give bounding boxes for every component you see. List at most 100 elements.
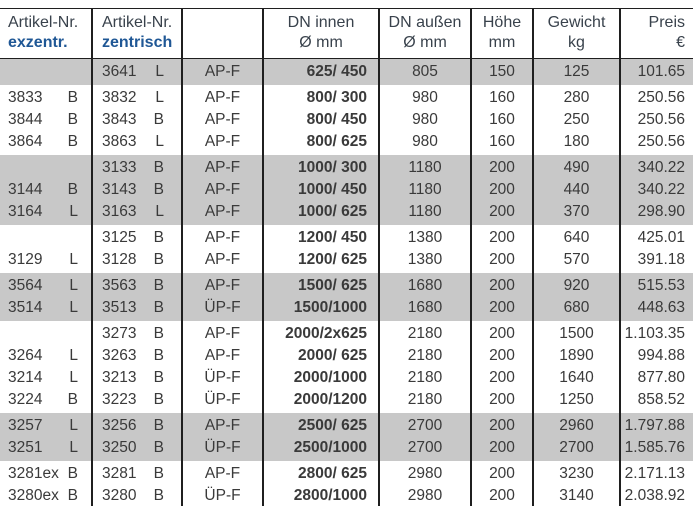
cell-gewicht: 3140 — [559, 487, 594, 504]
cell-dn-aussen: 1380 — [407, 251, 443, 268]
cell-type: AP-F — [204, 159, 241, 176]
cell-artikel-zentrisch: 3281 B — [102, 465, 164, 482]
cell-dn-aussen: 1180 — [408, 159, 442, 176]
cell-artikel-exzentr: 3251 L — [8, 439, 78, 456]
cell-dn-aussen: 980 — [412, 133, 438, 150]
cell-preis: 340.22 — [637, 159, 685, 176]
cell-preis: 994.88 — [637, 347, 685, 364]
cell-type: AP-F — [204, 181, 241, 198]
cell-dn-aussen: 2700 — [407, 417, 443, 434]
cell-preis: 340.22 — [637, 181, 685, 198]
cell-gewicht: 250 — [563, 111, 590, 128]
cell-dn-innen: 2000/ 625 — [298, 347, 367, 364]
cell-gewicht: 1500 — [559, 325, 594, 342]
header-dn-innen: DN innen Ø mm — [263, 13, 379, 53]
cell-artikel-zentrisch: 3256 B — [102, 417, 164, 434]
cell-dn-aussen: 2180 — [407, 347, 443, 364]
cell-artikel-exzentr — [0, 157, 92, 179]
cell-preis: 250.56 — [637, 133, 685, 150]
table-row: 3164 L 3163 L AP-F 1000/ 625 1180 200 370 298.90 — [0, 201, 693, 223]
header-type-empty — [182, 13, 263, 53]
cell-dn-aussen: 2180 — [407, 325, 443, 342]
cell-dn-aussen: 2980 — [407, 487, 443, 504]
cell-gewicht: 490 — [563, 159, 590, 176]
row-group: 3257 L 3256 B AP-F 2500/ 625 2700 200 2960 1.797.… — [0, 413, 693, 461]
table-body: 3641 L AP-F 625/ 450 805 150 125 101.65 3833 B 383… — [0, 59, 693, 506]
cell-type: AP-F — [204, 465, 241, 482]
cell-artikel-zentrisch: 3863 L — [102, 133, 164, 150]
cell-artikel-zentrisch: 3223 B — [102, 391, 164, 408]
cell-hoehe: 160 — [489, 89, 515, 106]
cell-preis: 1.585.76 — [624, 439, 685, 456]
table-row: 3251 L 3250 B ÜP-F 2500/1000 2700 200 2700 1.585.… — [0, 437, 693, 459]
header-gewicht-unit: kg — [568, 34, 585, 51]
header-dn-aussen: DN außen Ø mm — [379, 13, 471, 53]
cell-artikel-zentrisch: 3128 B — [102, 251, 164, 268]
header-artikel-exzentr-line2: exzentr. — [8, 34, 68, 51]
cell-dn-innen: 1500/1000 — [293, 299, 367, 316]
table-row: 3864 B 3863 L AP-F 800/ 625 980 160 180 250.56 — [0, 131, 693, 153]
cell-dn-innen: 1000/ 450 — [298, 181, 367, 198]
column-divider — [91, 8, 93, 506]
cell-preis: 1.797.88 — [624, 417, 685, 434]
cell-dn-innen: 1000/ 300 — [298, 159, 367, 176]
cell-preis: 298.90 — [637, 203, 685, 220]
cell-artikel-zentrisch: 3143 B — [102, 181, 164, 198]
cell-artikel-zentrisch: 3843 B — [102, 111, 164, 128]
cell-artikel-zentrisch: 3641 L — [102, 63, 164, 80]
cell-dn-aussen: 2180 — [407, 369, 443, 386]
header-hoehe-line1: Höhe — [482, 14, 522, 31]
header-dn-innen-unit: Ø mm — [299, 34, 343, 51]
cell-dn-aussen: 2180 — [407, 391, 443, 408]
cell-hoehe: 200 — [489, 465, 515, 482]
cell-artikel-exzentr: 3844 B — [8, 111, 78, 128]
header-hoehe-unit: mm — [488, 34, 516, 51]
cell-artikel-zentrisch: 3563 B — [102, 277, 164, 294]
cell-preis: 250.56 — [637, 111, 685, 128]
cell-artikel-exzentr: 3129 L — [8, 251, 78, 268]
cell-preis: 425.01 — [637, 229, 685, 246]
cell-artikel-zentrisch: 3133 B — [102, 159, 164, 176]
row-group: 3133 B AP-F 1000/ 300 1180 200 490 340.22 3144 B 3… — [0, 155, 693, 225]
table-row: 3833 B 3832 L AP-F 800/ 300 980 160 280 250.56 — [0, 87, 693, 109]
cell-hoehe: 200 — [489, 203, 515, 220]
cell-artikel-exzentr: 3833 B — [8, 89, 78, 106]
cell-preis: 101.65 — [637, 63, 685, 80]
cell-preis: 877.80 — [637, 369, 685, 386]
cell-hoehe: 200 — [489, 299, 515, 316]
cell-gewicht: 1890 — [559, 347, 594, 364]
cell-gewicht: 280 — [563, 89, 590, 106]
cell-dn-aussen: 1680 — [407, 277, 443, 294]
cell-artikel-zentrisch: 3250 B — [102, 439, 164, 456]
cell-hoehe: 200 — [489, 159, 515, 176]
cell-artikel-exzentr: 3264 L — [8, 347, 78, 364]
cell-dn-aussen: 980 — [412, 111, 438, 128]
cell-gewicht: 2960 — [559, 417, 594, 434]
cell-preis: 2.038.92 — [624, 487, 685, 504]
cell-artikel-exzentr: 3564 L — [8, 277, 78, 294]
cell-dn-innen: 1200/ 625 — [298, 251, 367, 268]
cell-hoehe: 200 — [489, 277, 515, 294]
cell-hoehe: 160 — [489, 111, 515, 128]
cell-hoehe: 200 — [489, 439, 515, 456]
cell-dn-innen: 2500/1000 — [293, 439, 367, 456]
cell-dn-innen: 625/ 450 — [306, 63, 367, 80]
table-row: 3133 B AP-F 1000/ 300 1180 200 490 340.22 — [0, 157, 693, 179]
cell-dn-innen: 2800/1000 — [293, 487, 367, 504]
cell-artikel-exzentr: 3214 L — [8, 369, 78, 386]
header-artikel-exzentr: Artikel-Nr. exzentr. — [0, 13, 92, 53]
cell-type: AP-F — [204, 229, 241, 246]
cell-gewicht: 2700 — [559, 439, 594, 456]
cell-gewicht: 125 — [563, 63, 590, 80]
cell-dn-innen: 2000/1200 — [293, 391, 367, 408]
cell-type: ÜP-F — [204, 487, 241, 504]
cell-artikel-zentrisch: 3263 B — [102, 347, 164, 364]
cell-dn-innen: 2000/2x625 — [285, 325, 367, 342]
cell-gewicht: 1640 — [559, 369, 594, 386]
cell-dn-innen: 1500/ 625 — [298, 277, 367, 294]
table-row: 3273 B AP-F 2000/2x625 2180 200 1500 1.103.35 — [0, 323, 693, 345]
cell-artikel-zentrisch: 3280 B — [102, 487, 164, 504]
cell-artikel-exzentr: 3864 B — [8, 133, 78, 150]
cell-type: AP-F — [204, 111, 241, 128]
table-row: 3129 L 3128 B AP-F 1200/ 625 1380 200 570 391.18 — [0, 249, 693, 271]
